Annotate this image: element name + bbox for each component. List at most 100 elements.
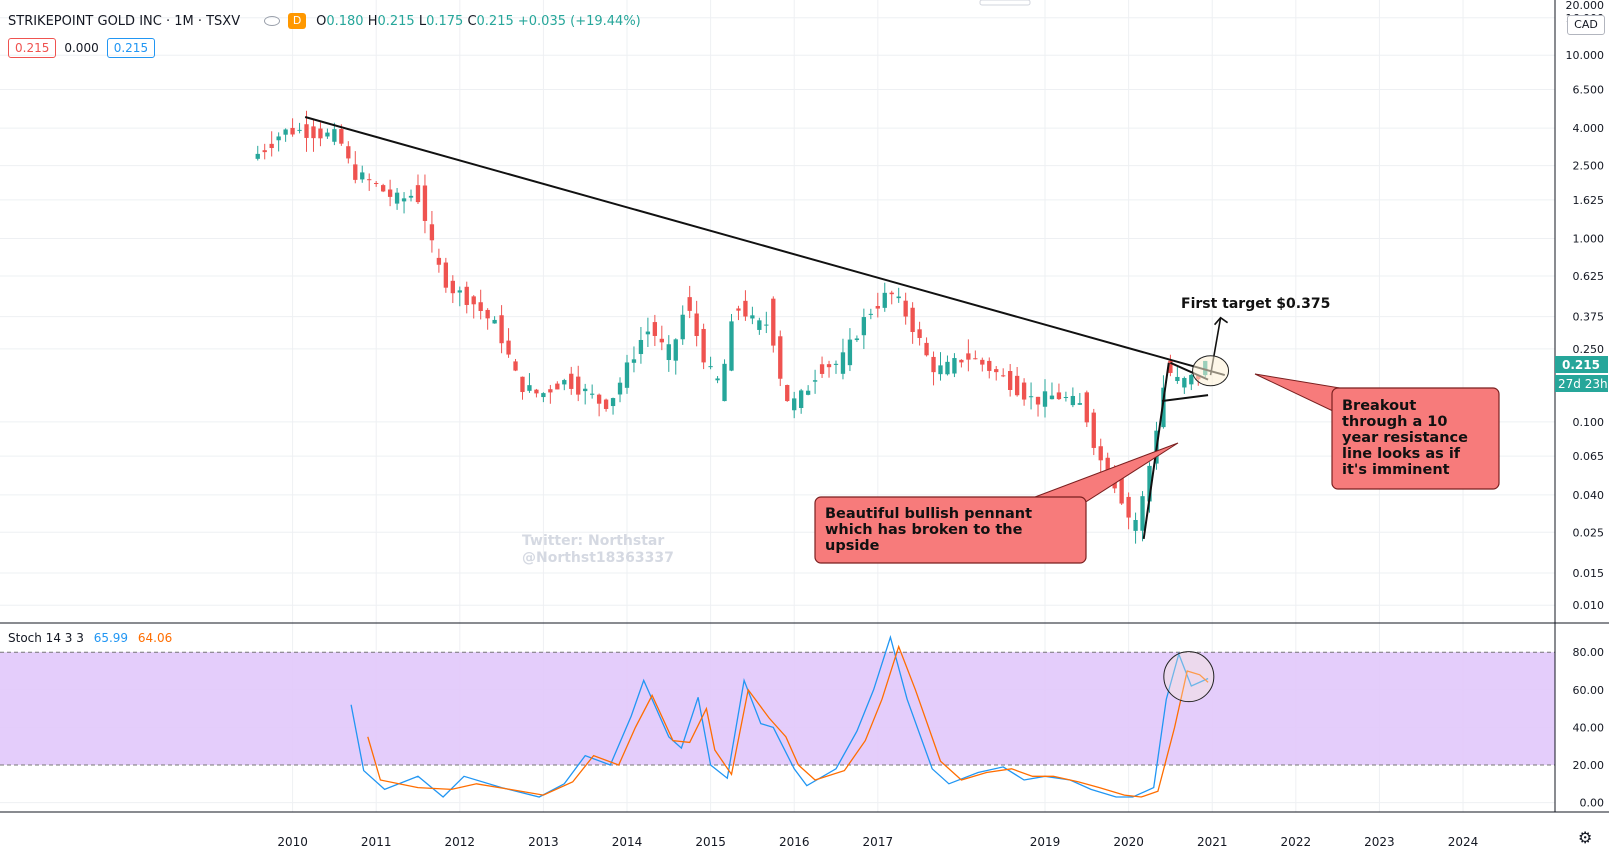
candle-body [938, 365, 943, 375]
stoch-y-tick-label: 80.00 [1573, 646, 1605, 659]
candle-body [1014, 375, 1020, 396]
candle-body [387, 189, 393, 197]
price-tag-box [1555, 356, 1608, 373]
stoch-d-value: 64.06 [137, 631, 173, 645]
candle-body [485, 309, 490, 319]
candle-body [492, 319, 497, 324]
candle-body [680, 314, 685, 340]
interval-badge[interactable]: D [288, 13, 307, 29]
close-label: C [467, 13, 477, 29]
candle-body [283, 129, 288, 135]
candle-body [785, 385, 790, 402]
candle-body [380, 185, 386, 192]
y-tick-label: 0.010 [1573, 599, 1605, 612]
candle-body [318, 128, 323, 139]
candle-body [1001, 375, 1006, 377]
breakout-callout-line-1: Breakout [1342, 398, 1416, 414]
y-tick-label: 0.015 [1573, 567, 1605, 580]
candle-body [569, 373, 574, 389]
candle-body [945, 361, 950, 375]
watermark: Twitter: Northstar @Northst18363337 [522, 533, 674, 566]
candle-body [861, 317, 867, 336]
y-tick-label: 0.100 [1573, 416, 1605, 429]
candle-body [534, 389, 539, 394]
y-tick-label: 6.500 [1573, 83, 1605, 96]
candle-body [1105, 457, 1110, 479]
candle-body [520, 376, 525, 393]
stoch-highlight-circle [1163, 651, 1215, 703]
candle-body [715, 378, 720, 381]
y-tick-label: 1.625 [1573, 194, 1605, 207]
symbol-title: STRIKEPOINT GOLD INC · 1M · TSXV [8, 13, 241, 29]
breakout-callout-box [1331, 387, 1500, 490]
candle-body [847, 339, 853, 366]
candle-body [1168, 360, 1173, 373]
y-tick-label: 2.500 [1573, 160, 1605, 173]
candle-body [401, 198, 407, 202]
candle-body [583, 388, 588, 392]
y-tick-label: 0.065 [1573, 450, 1605, 463]
candle-body [687, 297, 692, 311]
x-tick-label: 2014 [612, 835, 643, 849]
value-boxes: 0.215 0.000 0.215 [8, 38, 156, 58]
ohlc-readout: O0.180 H0.215 L0.175 C0.215 +0.035 (+19.… [316, 14, 641, 29]
y-tick-label: 10.000 [1566, 49, 1605, 62]
candle-body [1056, 392, 1062, 400]
y-tick-label: 0.250 [1573, 343, 1605, 356]
candle-body [443, 262, 449, 288]
stoch-name: Stoch 14 3 3 [8, 631, 84, 645]
trendline [1161, 394, 1209, 402]
candle-body [792, 398, 797, 411]
open-value: 0.180 [326, 13, 364, 29]
value-box-right[interactable]: 0.215 [106, 38, 156, 58]
high-value: 0.215 [377, 13, 415, 29]
candle-body [631, 359, 637, 363]
y-tick-label: 1.000 [1573, 233, 1605, 246]
breakout-callout-line-3: year resistance [1342, 430, 1468, 446]
candle-body [833, 363, 839, 365]
eye-icon[interactable] [264, 16, 281, 26]
stoch-legend[interactable]: Stoch 14 3 3 65.99 64.06 [8, 631, 172, 645]
price-tags: 0.215 27d 23h [1555, 356, 1608, 392]
candle-body [1133, 519, 1138, 531]
candle-body [743, 300, 748, 317]
x-tick-label: 2024 [1448, 835, 1479, 849]
candle-body [1084, 392, 1089, 423]
candle-body [1077, 403, 1082, 405]
top-toolbar-handle [979, 0, 1031, 6]
value-box-left[interactable]: 0.215 [8, 38, 57, 58]
candle-body [541, 393, 546, 398]
gear-icon[interactable]: ⚙ [1578, 828, 1593, 847]
candle-body [987, 360, 992, 371]
candle-body [464, 286, 469, 305]
y-tick-label: 0.375 [1573, 311, 1605, 324]
candle-body [555, 383, 560, 390]
candle-body [346, 146, 351, 159]
candle-body [812, 380, 818, 382]
candle-body [896, 296, 901, 299]
candle-body [952, 358, 957, 374]
stoch-y-tick-label: 60.00 [1573, 684, 1605, 697]
x-tick-label: 2016 [779, 835, 810, 849]
candle-body [771, 298, 776, 346]
candle-body [1098, 446, 1103, 461]
candle-body [638, 339, 644, 355]
pennant-callout-line-1: Beautiful bullish pennant [825, 506, 1032, 522]
stoch-lines [350, 634, 1215, 798]
candle-body [1091, 412, 1096, 448]
candle-body [673, 339, 678, 361]
candle-body [701, 328, 706, 363]
candle-body [959, 359, 964, 363]
callouts: Beautiful bullish pennant which has brok… [814, 296, 1500, 564]
value-box-middle: 0.000 [64, 41, 99, 55]
candle-body [826, 364, 832, 368]
candle-body [255, 153, 260, 159]
candle-body [973, 358, 978, 360]
candle-body [1119, 474, 1124, 504]
price-tag: 0.215 [1562, 358, 1600, 372]
watermark-line-2: @Northst18363337 [522, 550, 674, 566]
currency-badge[interactable]: CAD [1567, 15, 1605, 35]
breakout-callout-line-4: line looks as if [1342, 446, 1461, 462]
